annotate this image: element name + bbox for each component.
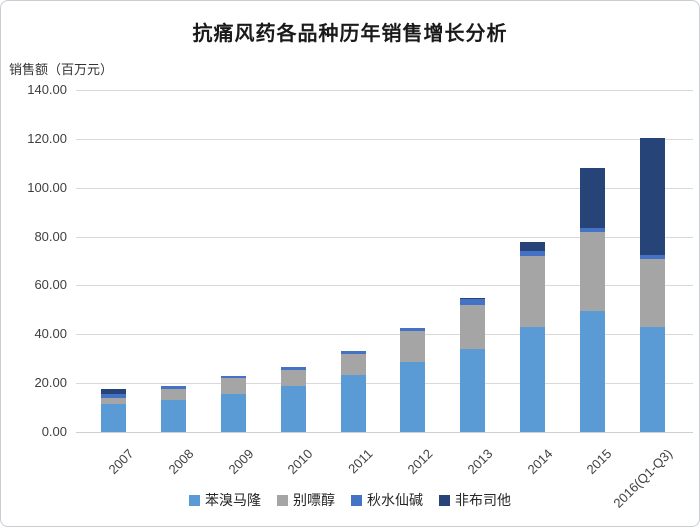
y-tick-label: 0.00	[41, 424, 67, 439]
legend-swatch-icon	[277, 494, 288, 506]
y-tick-label: 20.00	[34, 375, 67, 391]
legend-label: 苯溴马隆	[205, 492, 261, 508]
gridline	[76, 138, 693, 140]
x-tick-label: 2013	[464, 446, 496, 478]
bar-segment-苯溴马隆	[579, 311, 605, 432]
bar-segment-苯溴马隆	[161, 400, 187, 432]
y-tick-label: 140.00	[27, 82, 67, 97]
bar-segment-非布司他	[101, 389, 127, 395]
bar-segment-秋水仙碱	[280, 367, 306, 370]
bar-segment-苯溴马隆	[221, 394, 246, 432]
bar-segment-非布司他	[460, 297, 486, 299]
legend-item: 别嘌醇	[277, 490, 335, 510]
bar-segment-别嘌醇	[400, 330, 426, 363]
bar-segment-非布司他	[579, 168, 605, 229]
bar-segment-别嘌醇	[639, 258, 665, 327]
x-tick-label: 2008	[165, 446, 197, 478]
bar-segment-苯溴马隆	[280, 385, 306, 432]
x-tick-label: 2012	[404, 446, 436, 478]
bar-segment-秋水仙碱	[639, 254, 665, 259]
bar-segment-秋水仙碱	[579, 228, 605, 232]
gridline	[76, 334, 693, 336]
bars-layer	[84, 90, 682, 432]
legend-swatch-icon	[189, 494, 200, 506]
bar-segment-秋水仙碱	[400, 327, 426, 331]
bar-segment-秋水仙碱	[161, 386, 187, 389]
x-tick-label: 2007	[105, 446, 137, 478]
bar-segment-别嘌醇	[101, 397, 127, 404]
bar-2014	[520, 241, 545, 432]
bar-2007	[101, 389, 127, 432]
x-tick-label: 2011	[345, 446, 376, 477]
bar-2009	[221, 375, 246, 432]
plot-area	[76, 90, 693, 433]
bar-segment-别嘌醇	[221, 378, 246, 395]
bar-segment-秋水仙碱	[520, 251, 545, 257]
bar-segment-苯溴马隆	[400, 362, 426, 432]
bar-2015	[579, 168, 605, 432]
bar-2012	[400, 327, 426, 432]
bar-segment-别嘌醇	[161, 388, 187, 401]
y-tick-label: 80.00	[34, 228, 67, 244]
bar-segment-别嘌醇	[579, 231, 605, 312]
bar-2013	[460, 297, 486, 432]
bar-segment-苯溴马隆	[101, 403, 127, 432]
gridline	[76, 383, 693, 385]
bar-segment-苯溴马隆	[460, 348, 486, 432]
bar-2011	[340, 350, 366, 432]
bar-segment-别嘌醇	[280, 369, 306, 386]
legend-swatch-icon	[439, 494, 450, 506]
legend-item: 非布司他	[439, 490, 511, 510]
x-tick-label: 2015	[583, 446, 615, 478]
bar-segment-苯溴马隆	[340, 374, 366, 432]
x-tick-label: 2014	[524, 446, 556, 478]
legend-label: 别嘌醇	[293, 492, 335, 508]
y-axis-title: 销售额（百万元）	[9, 62, 114, 77]
bar-segment-非布司他	[520, 241, 545, 252]
gridline	[76, 236, 693, 238]
bar-segment-别嘌醇	[520, 256, 545, 327]
gridline	[76, 90, 693, 91]
bar-segment-别嘌醇	[460, 304, 486, 349]
bar-segment-苯溴马隆	[520, 326, 545, 432]
chart-title: 抗痛风药各品种历年销售增长分析	[192, 23, 508, 45]
legend-swatch-icon	[351, 494, 362, 506]
bar-segment-苯溴马隆	[639, 326, 665, 432]
bar-segment-秋水仙碱	[340, 350, 366, 354]
y-tick-label: 100.00	[27, 179, 67, 195]
bar-segment-秋水仙碱	[101, 394, 127, 398]
legend-item: 秋水仙碱	[351, 490, 423, 510]
bar-2010	[280, 367, 306, 432]
y-tick-label: 40.00	[34, 326, 67, 342]
y-axis-tick-labels: 0.00 20.00 40.00 60.00 80.00 100.00 120.00 140.…	[1, 82, 67, 439]
legend: 苯溴马隆 别嘌醇 秋水仙碱 非布司他	[1, 490, 699, 510]
bar-segment-秋水仙碱	[460, 298, 486, 305]
bar-2008	[161, 386, 187, 432]
x-tick-label: 2010	[284, 446, 316, 478]
bar-segment-非布司他	[639, 137, 665, 255]
y-tick-label: 120.00	[27, 130, 67, 146]
legend-label: 秋水仙碱	[367, 492, 423, 508]
y-tick-label: 60.00	[34, 277, 67, 293]
gridline	[76, 285, 693, 287]
x-tick-label: 2009	[225, 446, 257, 478]
bar-segment-秋水仙碱	[221, 375, 246, 379]
legend-item: 苯溴马隆	[189, 490, 261, 510]
legend-label: 非布司他	[455, 492, 511, 508]
bar-2016(Q1-Q3)	[639, 137, 665, 432]
bar-segment-别嘌醇	[340, 353, 366, 375]
gridline	[76, 432, 693, 433]
gridline	[76, 187, 693, 189]
